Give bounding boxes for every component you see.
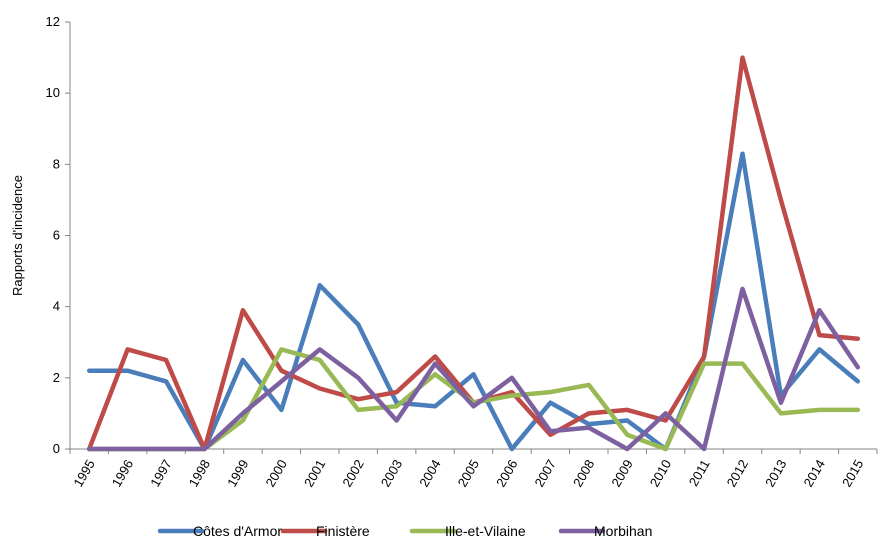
x-tick-label: 2000 [263,457,290,490]
x-tick-label: 2011 [686,457,713,489]
y-tick-label: 12 [46,14,60,29]
x-tick-label: 1999 [224,457,251,490]
series-line-3 [86,286,861,452]
y-tick-label: 0 [53,441,60,456]
x-tick-label: 2008 [570,457,597,490]
x-tick-label: 2015 [839,457,866,490]
x-tick-label: 2005 [455,457,482,490]
legend-label: Morbihan [594,523,652,539]
legend-label: Côtes d'Armor [193,523,282,539]
y-tick-label: 8 [53,156,60,171]
x-tick-label: 1995 [70,457,97,490]
y-tick-label: 2 [53,370,60,385]
x-tick-label: 2014 [801,457,828,490]
x-tick-label: 2001 [301,457,328,490]
x-tick-label: 1998 [186,457,213,490]
y-axis-title: Rapports d'incidence [10,175,25,296]
y-tick-label: 6 [53,228,60,243]
x-tick-label: 2007 [532,457,559,490]
x-tick-label: 2004 [416,457,443,490]
series-line-1 [86,55,861,452]
y-tick-label: 4 [53,299,60,314]
x-tick-label: 2006 [493,457,520,490]
x-tick-label: 1997 [147,457,174,490]
x-tick-label: 1996 [109,457,136,490]
x-tick-label: 2003 [378,457,405,490]
x-tick-label: 2009 [608,457,635,490]
legend-label: Ille-et-Vilaine [445,523,526,539]
legend-label: Finistère [316,523,370,539]
y-tick-label: 10 [46,85,60,100]
x-tick-label: 2002 [339,457,366,490]
x-tick-label: 2012 [724,457,751,490]
x-tick-label: 2010 [647,457,674,490]
x-tick-label: 2013 [762,457,789,490]
